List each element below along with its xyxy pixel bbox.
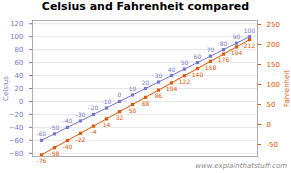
svg-text:-30: -30	[76, 111, 86, 118]
svg-text:250: 250	[267, 21, 280, 29]
svg-text:14: 14	[103, 121, 111, 128]
svg-text:-58: -58	[50, 150, 60, 157]
svg-text:-60: -60	[37, 130, 47, 137]
svg-text:80: 80	[220, 40, 228, 47]
svg-text:60: 60	[194, 53, 202, 60]
svg-text:-4: -4	[91, 128, 97, 135]
svg-text:0: 0	[267, 121, 271, 129]
svg-text:86: 86	[155, 92, 163, 99]
svg-text:-50: -50	[267, 141, 278, 149]
svg-text:-40: -40	[63, 117, 73, 124]
svg-text:−60: −60	[9, 137, 24, 145]
svg-text:10: 10	[129, 85, 137, 92]
html-text:Celsius and Fahrenheit compare: Celsius and Fahrenheit compared	[41, 0, 250, 13]
svg-text:40: 40	[15, 72, 24, 80]
svg-text:30: 30	[155, 72, 163, 79]
svg-text:-20: -20	[89, 104, 99, 111]
svg-text:50: 50	[181, 59, 189, 66]
svg-text:60: 60	[15, 59, 24, 67]
svg-text:Fahrenheit: Fahrenheit	[283, 70, 291, 107]
svg-text:140: 140	[192, 71, 204, 78]
svg-text:0: 0	[19, 98, 23, 106]
svg-text:150: 150	[267, 61, 280, 69]
svg-text:100: 100	[267, 81, 280, 89]
svg-text:-10: -10	[102, 98, 112, 105]
svg-text:−20: −20	[9, 111, 24, 119]
svg-text:212: 212	[244, 42, 256, 49]
svg-text:20: 20	[142, 79, 150, 86]
svg-text:40: 40	[168, 66, 176, 73]
svg-text:100: 100	[10, 33, 23, 41]
svg-text:68: 68	[142, 100, 150, 107]
svg-text:−80: −80	[9, 150, 24, 158]
svg-text:80: 80	[15, 46, 24, 54]
svg-text:20: 20	[15, 85, 24, 93]
svg-text:90: 90	[233, 33, 241, 40]
svg-text:120: 120	[10, 20, 23, 28]
svg-text:104: 104	[166, 85, 178, 92]
svg-text:32: 32	[116, 114, 124, 121]
svg-text:-76: -76	[37, 157, 47, 164]
svg-text:-40: -40	[63, 143, 73, 150]
svg-text:0: 0	[118, 91, 122, 98]
svg-text:100: 100	[244, 27, 256, 34]
svg-text:70: 70	[207, 46, 215, 53]
svg-text:−40: −40	[9, 124, 24, 132]
svg-text:122: 122	[179, 78, 191, 85]
svg-text:158: 158	[205, 64, 217, 71]
html-text:www.explainthatstuff.com: www.explainthatstuff.com	[195, 162, 287, 170]
svg-text:Celsius: Celsius	[2, 76, 10, 101]
svg-text:50: 50	[129, 107, 137, 114]
svg-text:-22: -22	[76, 136, 86, 143]
svg-text:194: 194	[231, 49, 243, 56]
svg-text:50: 50	[267, 101, 276, 109]
svg-text:-50: -50	[50, 124, 60, 131]
svg-text:200: 200	[267, 41, 280, 49]
svg-text:176: 176	[218, 56, 230, 63]
